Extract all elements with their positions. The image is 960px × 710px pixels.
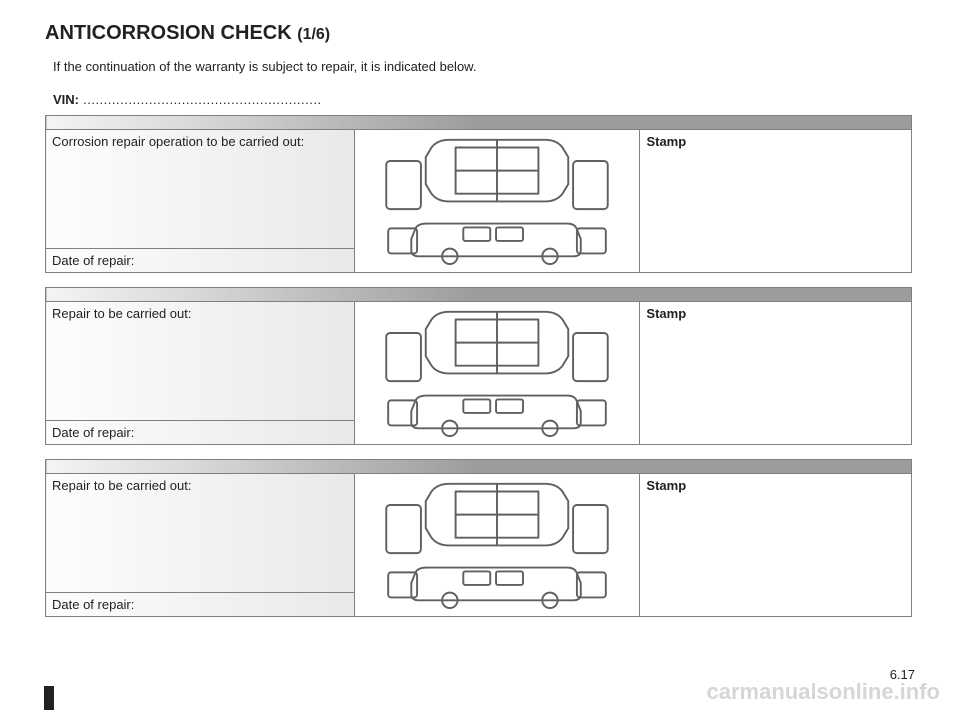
repair-operation-cell: Repair to be carried out: (46, 302, 355, 421)
date-of-repair-cell: Date of repair: (46, 248, 355, 272)
page-title: ANTICORROSION CHECK (1/6) (45, 22, 915, 45)
repair-block: Repair to be carried out: Stamp Date of … (45, 287, 912, 445)
stamp-cell: Stamp (640, 302, 912, 445)
title-main: ANTICORROSION CHECK (45, 22, 292, 44)
vehicle-diagram-cell (355, 474, 640, 617)
vehicle-diagram-cell (355, 130, 640, 273)
repair-operation-cell: Corrosion repair operation to be carried… (46, 130, 355, 249)
stamp-cell: Stamp (640, 130, 912, 273)
vehicle-diagram-cell (355, 302, 640, 445)
repair-block: Corrosion repair operation to be carried… (45, 115, 912, 273)
intro-text: If the continuation of the warranty is s… (53, 59, 915, 74)
repair-block: Repair to be carried out: Stamp Date of … (45, 459, 912, 617)
date-of-repair-cell: Date of repair: (46, 420, 355, 444)
block-header-bar (46, 116, 912, 130)
vehicle-diagram-icon (367, 476, 627, 611)
page: ANTICORROSION CHECK (1/6) If the continu… (0, 0, 960, 710)
watermark-text: carmanualsonline.info (707, 679, 941, 705)
vin-line: VIN: ...................................… (53, 92, 915, 107)
vin-label: VIN: (53, 92, 79, 107)
vin-dots: ........................................… (79, 92, 322, 107)
vehicle-diagram-icon (367, 304, 627, 439)
crop-mark-icon (44, 686, 54, 710)
date-of-repair-cell: Date of repair: (46, 592, 355, 616)
block-header-bar (46, 460, 912, 474)
title-count: (1/6) (297, 26, 330, 43)
block-header-bar (46, 288, 912, 302)
repair-operation-cell: Repair to be carried out: (46, 474, 355, 593)
vehicle-diagram-icon (367, 132, 627, 267)
stamp-cell: Stamp (640, 474, 912, 617)
